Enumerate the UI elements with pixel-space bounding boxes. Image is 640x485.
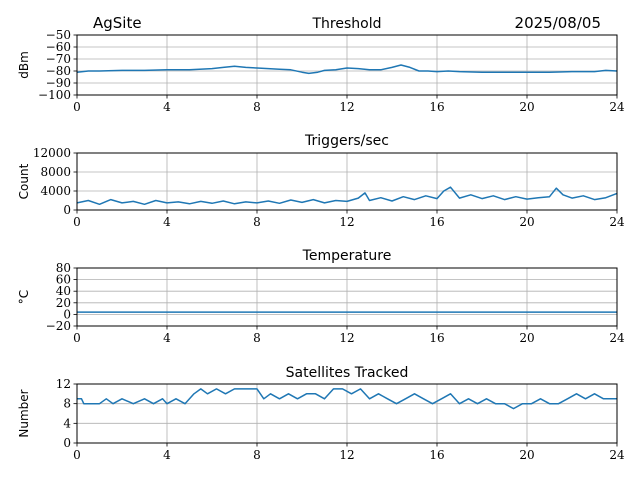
- x-tick-label: 24: [609, 331, 625, 345]
- y-axis-label: Count: [17, 163, 31, 199]
- chart-panel-4: 0 4 8 12 16 20 24 0 4 8 12 Satellites Tracked Number: [17, 365, 625, 462]
- y-tick-label: 0: [63, 436, 71, 450]
- series-line-1: [77, 388, 617, 410]
- y-tick-label: −60: [46, 40, 71, 54]
- x-tick-label: 16: [429, 100, 444, 114]
- chart-title: Triggers/sec: [304, 133, 389, 149]
- y-tick-label: −80: [46, 64, 71, 78]
- series-line-1: [76, 186, 618, 206]
- x-tick-label: 20: [519, 100, 534, 114]
- y-tick-label: 0: [63, 203, 71, 217]
- site-label: AgSite: [93, 14, 142, 32]
- x-tick-label: 16: [429, 448, 444, 462]
- x-tick-label: 16: [429, 331, 444, 345]
- x-tick-label: 20: [519, 215, 534, 229]
- x-tick-label: 8: [253, 448, 261, 462]
- x-tick-label: 12: [339, 215, 354, 229]
- y-tick-label: 4000: [40, 184, 71, 198]
- series-line-1: [76, 64, 618, 75]
- y-tick-label: 40: [56, 284, 71, 298]
- x-tick-label: 20: [519, 448, 534, 462]
- x-tick-label: 16: [429, 215, 444, 229]
- y-tick-label: 0: [63, 307, 71, 321]
- y-tick-label: 80: [56, 261, 71, 275]
- x-tick-label: 0: [73, 100, 81, 114]
- x-tick-label: 4: [163, 215, 171, 229]
- x-tick-label: 4: [163, 448, 171, 462]
- x-tick-label: 4: [163, 331, 171, 345]
- y-tick-label: −70: [46, 52, 71, 66]
- x-tick-label: 4: [163, 100, 171, 114]
- chart-panel-1: 0 4 8 12 16 20 24 −100−90−80−70−60−50 Threshold d…: [17, 16, 625, 114]
- x-tick-label: 12: [339, 448, 354, 462]
- chart-title: Satellites Tracked: [286, 365, 409, 381]
- y-tick-label: 12: [56, 377, 71, 391]
- y-tick-label: 60: [56, 273, 71, 287]
- y-tick-label: 4: [63, 416, 71, 430]
- x-tick-label: 12: [339, 100, 354, 114]
- chart-title: Threshold: [312, 16, 382, 32]
- y-tick-label: −50: [46, 28, 71, 42]
- x-tick-label: 0: [73, 215, 81, 229]
- date-label: 2025/08/05: [515, 14, 601, 32]
- x-tick-label: 24: [609, 100, 625, 114]
- x-tick-label: 8: [253, 215, 261, 229]
- x-tick-label: 0: [73, 448, 81, 462]
- y-tick-label: −20: [46, 319, 71, 333]
- x-tick-label: 8: [253, 100, 261, 114]
- y-tick-label: 20: [56, 296, 71, 310]
- y-tick-label: −90: [46, 76, 71, 90]
- x-tick-label: 24: [609, 448, 625, 462]
- x-tick-label: 12: [339, 331, 354, 345]
- x-tick-label: 24: [609, 215, 625, 229]
- y-tick-label: 8000: [40, 165, 71, 179]
- y-axis-label: Number: [17, 389, 31, 437]
- y-tick-label: 8: [63, 397, 71, 411]
- x-tick-label: 20: [519, 331, 534, 345]
- y-tick-label: −100: [38, 88, 71, 102]
- x-tick-label: 0: [73, 331, 81, 345]
- y-tick-label: 12000: [33, 146, 71, 160]
- x-tick-label: 8: [253, 331, 261, 345]
- chart-panel-2: 0 4 8 12 16 20 24 0 4000 8000 12000 Triggers/sec Cou…: [17, 133, 625, 229]
- y-axis-label: dBm: [17, 51, 31, 79]
- y-axis-label: °C: [17, 290, 31, 304]
- chart-title: Temperature: [302, 248, 392, 264]
